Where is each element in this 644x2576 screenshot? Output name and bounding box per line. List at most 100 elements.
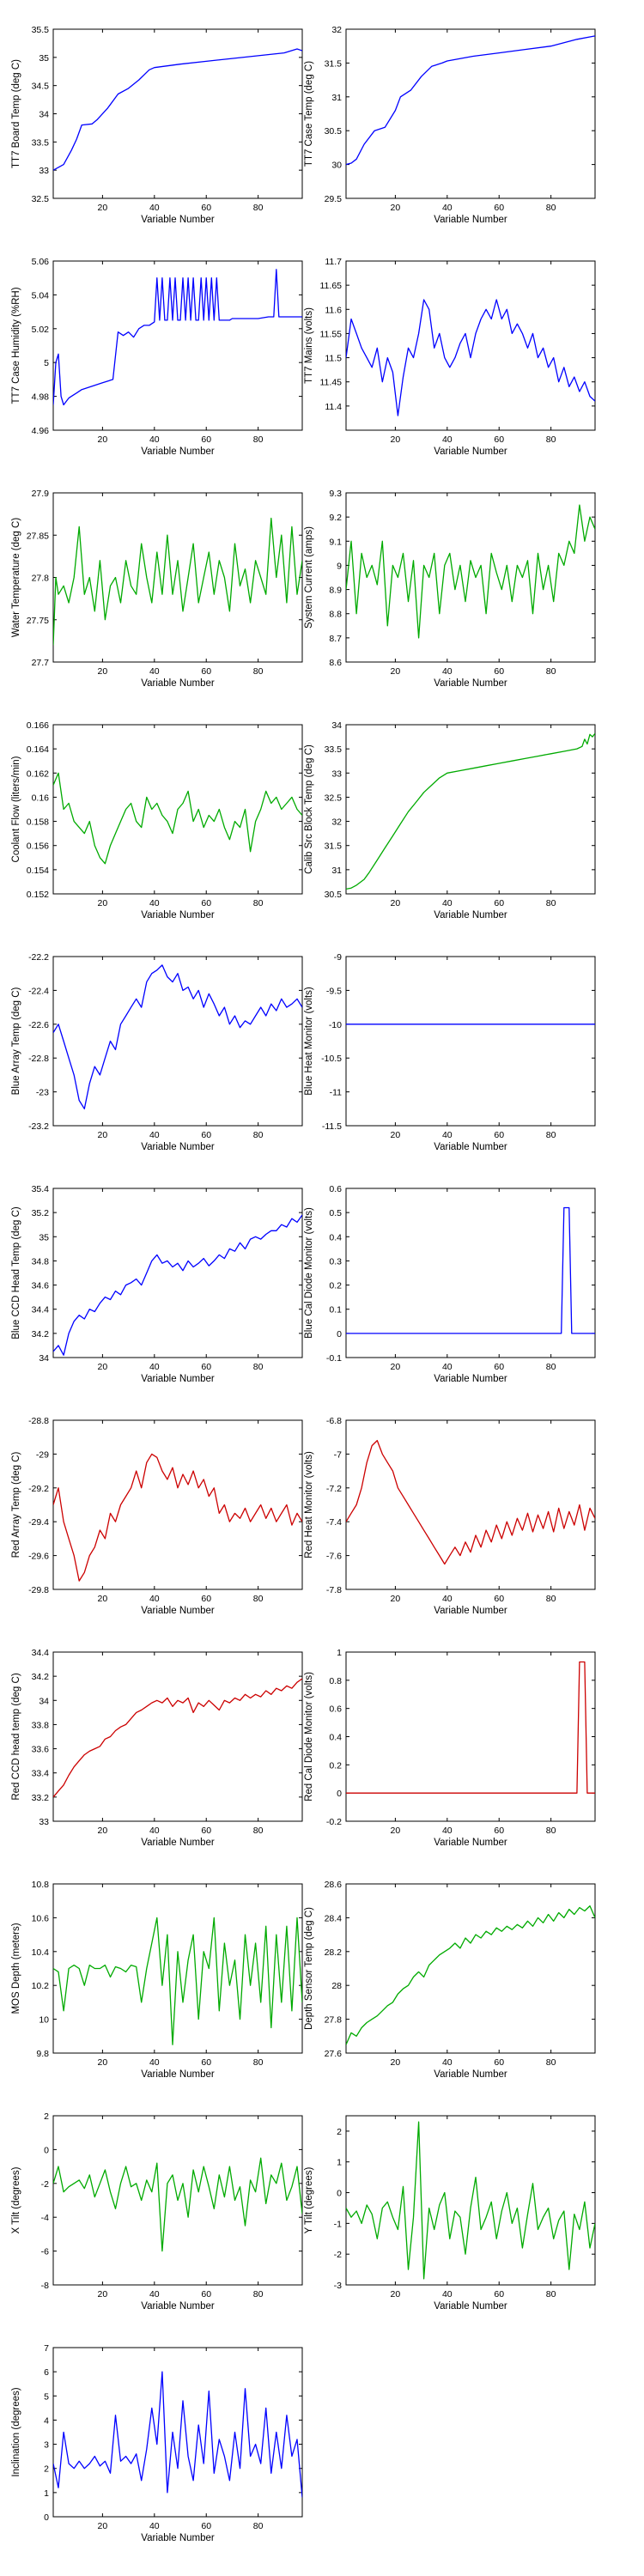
chart-panel-19: 20 40 60 80 -8 -6 -4 -2 0 2 Variable Number X Tilt … <box>11 2111 303 2312</box>
x-tick-label: 80 <box>253 2521 264 2531</box>
x-axis-label: Variable Number <box>141 678 215 689</box>
plot-frame <box>345 956 596 1127</box>
y-tick-label: -11.5 <box>322 1121 342 1132</box>
y-tick-label: 27.7 <box>32 658 50 668</box>
x-tick-label: 20 <box>391 1826 401 1836</box>
y-tick-label: 34 <box>39 1353 49 1364</box>
plot-frame <box>52 724 303 895</box>
y-tick-label: 0.164 <box>27 744 49 755</box>
y-tick-label: -4 <box>41 2213 49 2223</box>
y-tick-label: 33.6 <box>32 1745 50 1755</box>
data-series-line <box>346 1206 595 1334</box>
y-tick-label: -22.8 <box>28 1054 49 1064</box>
plot-frame <box>345 1188 596 1358</box>
y-tick-label: 27.9 <box>32 489 50 499</box>
x-tick-label: 40 <box>149 1594 160 1604</box>
x-axis-label: Variable Number <box>434 215 507 225</box>
x-tick-label: 20 <box>391 1362 401 1372</box>
x-tick-label: 80 <box>253 203 264 213</box>
x-tick-label: 80 <box>253 1594 264 1604</box>
x-tick-label: 40 <box>149 434 160 445</box>
y-axis-label: Red Heat Monitor (volts) <box>304 1451 314 1558</box>
y-tick-label: -7 <box>334 1449 342 1460</box>
x-tick-label: 60 <box>494 1826 504 1836</box>
y-tick-label: 33.4 <box>32 1769 50 1779</box>
y-tick-label: 4.96 <box>32 426 50 436</box>
plot-frame <box>345 492 596 663</box>
y-tick-label: 8.6 <box>329 658 342 668</box>
y-tick-label: 27.75 <box>27 616 49 626</box>
x-tick-label: 20 <box>98 1130 108 1140</box>
chart-panel-8: 20 40 60 80 30.5 31 31.5 32 32.5 33 33.5 34 Variable… <box>304 720 596 920</box>
x-tick-label: 60 <box>494 1130 504 1140</box>
y-axis-label: System Current (amps) <box>304 526 314 629</box>
data-series-line <box>53 772 302 865</box>
y-tick-label: -0.1 <box>326 1353 342 1364</box>
y-tick-label: -29 <box>36 1449 49 1460</box>
x-axis-label: Variable Number <box>434 447 507 457</box>
chart-panel-3: 20 40 60 80 4.96 4.98 5 5.02 5.04 5.06 Variable Nu… <box>11 257 303 457</box>
y-tick-label: -10 <box>329 1020 342 1030</box>
y-tick-label: 0.3 <box>329 1256 342 1267</box>
x-tick-label: 80 <box>546 1594 556 1604</box>
y-tick-label: 28.4 <box>325 1913 343 1923</box>
x-tick-label: 80 <box>546 898 556 908</box>
y-tick-label: 0.156 <box>27 841 49 852</box>
y-tick-label: 34.5 <box>32 82 50 92</box>
y-axis-label: Y Tilt (degrees) <box>304 2166 314 2233</box>
x-tick-label: 80 <box>253 1130 264 1140</box>
x-tick-label: 60 <box>201 2521 211 2531</box>
x-tick-label: 40 <box>442 1594 453 1604</box>
y-axis-label: Inclination (degrees) <box>11 2387 21 2476</box>
y-tick-label: 31 <box>331 866 342 876</box>
y-axis-label: TT7 Case Humidity (%RH) <box>11 287 21 404</box>
y-axis-label: Water Temperature (deg C) <box>11 518 21 638</box>
y-tick-label: 27.8 <box>32 574 50 584</box>
y-tick-label: 9 <box>337 561 342 571</box>
y-tick-label: -7.4 <box>326 1517 342 1528</box>
x-tick-label: 60 <box>201 434 211 445</box>
x-tick-label: 80 <box>253 1362 264 1372</box>
y-tick-label: 34.2 <box>32 1329 50 1340</box>
x-tick-label: 20 <box>98 203 108 213</box>
x-tick-label: 60 <box>201 2057 211 2068</box>
y-tick-label: 27.6 <box>325 2049 343 2059</box>
data-series-line <box>346 504 595 639</box>
y-axis-label: TT7 Mains (volts) <box>304 307 314 384</box>
y-tick-label: 9.3 <box>329 489 342 499</box>
chart-panel-20: 20 40 60 80 -3 -2 -1 0 1 2 Variable Number Y Tilt (… <box>304 2115 596 2312</box>
plot-frame <box>52 260 303 431</box>
x-tick-label: 60 <box>201 1130 211 1140</box>
data-series-line <box>53 1214 302 1356</box>
x-axis-label: Variable Number <box>434 1374 507 1384</box>
y-tick-label: -6.8 <box>326 1416 342 1426</box>
y-tick-label: 2 <box>337 2127 342 2137</box>
data-series-line <box>53 48 302 171</box>
y-tick-label: 10.8 <box>32 1880 50 1890</box>
x-tick-label: 20 <box>391 203 401 213</box>
y-axis-label: TT7 Case Temp (deg C) <box>304 61 314 167</box>
y-tick-label: 0.8 <box>329 1676 342 1686</box>
y-tick-label: 10.6 <box>32 1913 50 1923</box>
x-tick-label: 40 <box>149 2057 160 2068</box>
y-tick-label: -7.6 <box>326 1552 342 1562</box>
y-tick-label: -8 <box>41 2281 49 2291</box>
y-tick-label: 27.85 <box>27 531 49 541</box>
y-tick-label: 27.8 <box>325 2015 343 2026</box>
y-tick-label: -1 <box>334 2219 342 2229</box>
data-series-line <box>53 2157 302 2252</box>
chart-panel-11: 20 40 60 80 34 34.2 34.4 34.6 34.8 35 35.2 35.4 Vari… <box>11 1184 303 1384</box>
chart-panel-6: 20 40 60 80 8.6 8.7 8.8 8.9 9 9.1 9.2 9.3 Variable N… <box>304 489 596 689</box>
y-tick-label: 0.16 <box>32 793 50 803</box>
y-tick-label: 8.7 <box>329 634 342 644</box>
y-tick-label: 33.2 <box>32 1793 50 1803</box>
x-tick-label: 60 <box>494 2289 504 2300</box>
y-tick-label: 0.158 <box>27 817 49 828</box>
data-series-line <box>53 1678 302 1798</box>
y-tick-label: 35 <box>39 1232 49 1242</box>
x-tick-label: 40 <box>149 1130 160 1140</box>
y-tick-label: 7 <box>44 2343 49 2354</box>
y-tick-label: -22.6 <box>28 1020 49 1030</box>
y-tick-label: 32.5 <box>325 793 343 803</box>
plot-frame <box>345 1883 596 2054</box>
